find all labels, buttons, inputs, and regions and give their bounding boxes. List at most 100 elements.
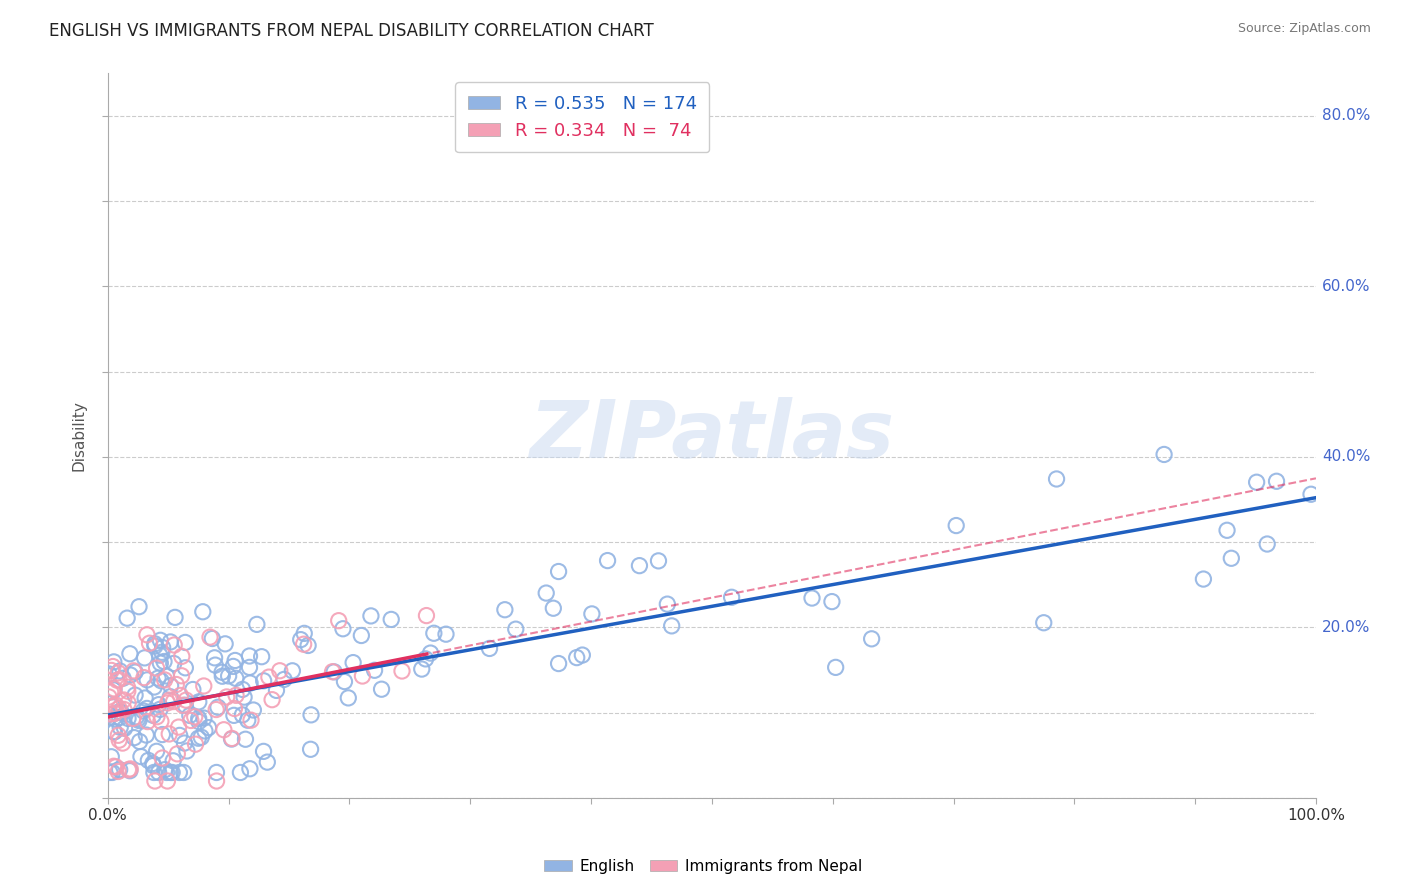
Point — [101, 765, 124, 780]
Point — [333, 674, 356, 689]
Point — [207, 700, 229, 714]
Point — [108, 763, 131, 777]
Text: 20.0%: 20.0% — [1322, 620, 1371, 635]
Point — [174, 693, 197, 707]
Point — [534, 586, 557, 600]
Point — [238, 660, 260, 674]
Point — [233, 690, 256, 705]
Point — [229, 765, 252, 780]
Point — [104, 760, 127, 774]
Point — [257, 670, 280, 684]
Point — [117, 680, 139, 694]
Point — [239, 762, 262, 776]
Y-axis label: Disability: Disability — [72, 401, 86, 471]
Point — [149, 714, 172, 729]
Point — [211, 665, 233, 680]
Point — [132, 704, 155, 718]
Point — [159, 690, 181, 704]
Point — [101, 659, 124, 673]
Point — [194, 723, 217, 738]
Point — [155, 669, 177, 683]
Point — [180, 714, 202, 728]
Point — [98, 690, 121, 704]
Point — [238, 648, 260, 663]
Point — [108, 733, 131, 747]
Point — [197, 721, 219, 735]
Point — [149, 702, 172, 716]
Point — [235, 732, 257, 747]
Point — [543, 601, 565, 615]
Point — [142, 765, 165, 780]
Point — [252, 744, 274, 758]
Point — [332, 622, 354, 636]
Point — [120, 762, 142, 776]
Point — [108, 705, 131, 719]
Point — [187, 695, 209, 709]
Point — [149, 648, 172, 662]
Point — [187, 714, 209, 729]
Point — [198, 630, 221, 644]
Point — [112, 702, 135, 716]
Point — [100, 749, 122, 764]
Point — [101, 699, 124, 714]
Point — [236, 713, 259, 727]
Point — [174, 661, 197, 675]
Point — [212, 723, 235, 737]
Point — [415, 608, 437, 623]
Point — [136, 673, 159, 687]
Point — [174, 698, 197, 713]
Point — [117, 696, 139, 710]
Text: ENGLISH VS IMMIGRANTS FROM NEPAL DISABILITY CORRELATION CHART: ENGLISH VS IMMIGRANTS FROM NEPAL DISABIL… — [49, 22, 654, 40]
Point — [173, 765, 195, 780]
Point — [150, 751, 173, 765]
Point — [150, 645, 173, 659]
Point — [124, 688, 146, 702]
Point — [103, 655, 125, 669]
Text: 80.0%: 80.0% — [1322, 108, 1371, 123]
Point — [110, 720, 132, 734]
Point — [242, 703, 264, 717]
Point — [149, 656, 172, 670]
Point — [114, 721, 136, 735]
Point — [108, 701, 131, 715]
Point — [135, 728, 157, 742]
Point — [1192, 572, 1215, 586]
Text: 40.0%: 40.0% — [1322, 450, 1371, 465]
Point — [132, 671, 155, 685]
Point — [415, 652, 437, 666]
Point — [160, 765, 183, 780]
Point — [163, 610, 186, 624]
Point — [128, 599, 150, 614]
Point — [222, 708, 245, 723]
Point — [224, 653, 246, 667]
Point — [122, 664, 145, 678]
Point — [149, 633, 172, 648]
Point — [104, 698, 127, 712]
Point — [1299, 487, 1322, 501]
Point — [187, 731, 209, 746]
Point — [103, 724, 125, 739]
Point — [104, 712, 127, 726]
Point — [105, 673, 128, 688]
Point — [370, 682, 392, 697]
Point — [170, 669, 193, 683]
Point — [169, 728, 191, 742]
Point — [117, 711, 139, 725]
Point — [201, 632, 224, 646]
Point — [159, 765, 181, 780]
Point — [547, 565, 569, 579]
Point — [1246, 475, 1268, 490]
Point — [337, 690, 360, 705]
Point — [411, 662, 433, 676]
Point — [176, 744, 198, 758]
Point — [162, 694, 184, 708]
Point — [145, 744, 167, 758]
Point — [391, 664, 413, 678]
Point — [657, 597, 679, 611]
Point — [103, 724, 125, 739]
Point — [146, 710, 169, 724]
Point — [104, 706, 127, 721]
Point — [143, 774, 166, 789]
Point — [505, 622, 527, 636]
Point — [596, 553, 619, 567]
